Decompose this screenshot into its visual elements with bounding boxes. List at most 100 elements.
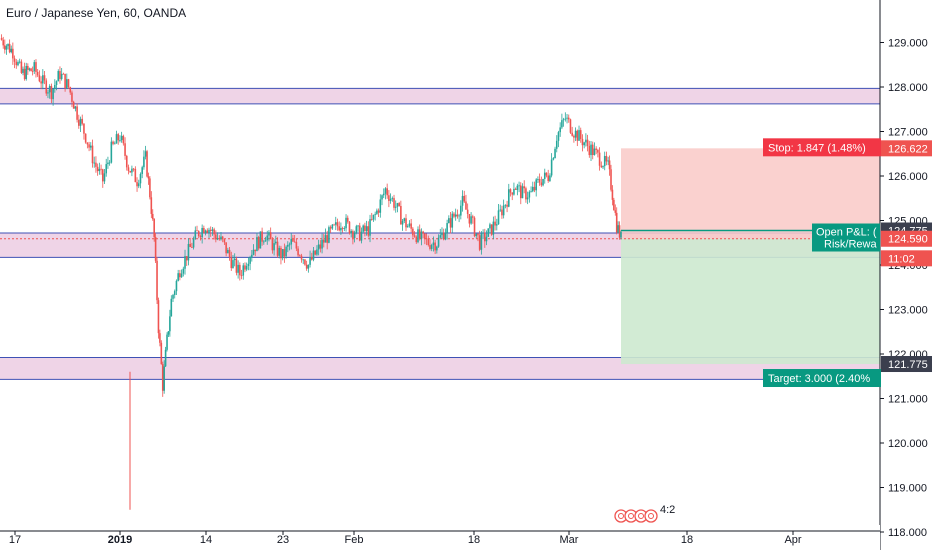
- candle-body: [388, 195, 390, 201]
- candle-body: [36, 71, 39, 76]
- candle-body: [561, 120, 563, 128]
- candle-body: [511, 192, 514, 195]
- time-tick-label: 23: [277, 534, 289, 546]
- candle-body: [487, 228, 490, 237]
- candle-body: [288, 244, 291, 246]
- candle-body: [84, 133, 87, 143]
- candle-body: [201, 228, 203, 238]
- candle-body: [20, 61, 23, 73]
- economic-event-icon: [644, 509, 658, 523]
- candle-body: [484, 232, 486, 242]
- candle-body: [353, 233, 356, 239]
- candle-body: [400, 205, 402, 225]
- candle-body: [321, 239, 323, 249]
- candle-body: [263, 241, 265, 243]
- candle-body: [444, 233, 447, 240]
- candle-body: [293, 241, 296, 243]
- candle-body: [103, 173, 106, 182]
- candle-body: [540, 182, 543, 186]
- candle-body: [57, 71, 60, 82]
- price-tick-label: 121.000: [888, 394, 928, 406]
- candle-body: [451, 213, 454, 228]
- candle-body: [358, 225, 361, 241]
- candle-body: [149, 178, 151, 198]
- candle-body: [608, 160, 611, 170]
- candle-body: [249, 257, 251, 264]
- candle-body: [33, 62, 36, 72]
- stop-label-bg: [763, 138, 881, 157]
- candle-body: [166, 334, 168, 350]
- candle-body: [96, 166, 99, 172]
- candle-body: [369, 219, 371, 236]
- candle-body: [4, 45, 6, 50]
- candle-body: [233, 258, 236, 261]
- candle-body: [576, 130, 579, 141]
- candle-body: [115, 134, 118, 144]
- sr-zone: [0, 88, 880, 104]
- time-tick-label: 18: [468, 534, 480, 546]
- price-badge: [881, 356, 932, 373]
- candle-body: [153, 218, 155, 237]
- candle-body: [394, 206, 397, 208]
- candle-body: [88, 144, 90, 148]
- time-tick-label: Apr: [784, 534, 801, 546]
- price-tick-label: 127.000: [888, 127, 928, 139]
- candle-body: [225, 242, 227, 254]
- economic-event-icon-inner: [648, 513, 654, 519]
- candle-body: [81, 118, 84, 124]
- candle-body: [379, 199, 382, 213]
- candle-body: [292, 238, 294, 242]
- candle-body: [143, 156, 145, 168]
- candle-body: [93, 162, 96, 164]
- candle-body: [364, 225, 366, 232]
- candle-body: [124, 143, 126, 156]
- candle-body: [408, 223, 411, 227]
- candle-body: [376, 210, 378, 214]
- candle-body: [173, 291, 176, 295]
- candle-body: [499, 209, 502, 211]
- candle-body: [477, 233, 479, 236]
- candle-body: [538, 179, 541, 183]
- candle-body: [64, 73, 66, 89]
- candle-body: [449, 218, 452, 228]
- price-tick-label: 126.000: [888, 171, 928, 183]
- candle-body: [328, 227, 330, 243]
- candle-body: [127, 167, 130, 171]
- candle-body: [413, 235, 416, 237]
- stop-label-text: Stop: 1.847 (1.48%): [768, 142, 866, 154]
- candle-body: [346, 217, 349, 222]
- candle-body: [314, 250, 317, 255]
- candle-body: [329, 227, 332, 229]
- candle-body: [322, 239, 325, 243]
- candle-body: [595, 148, 597, 150]
- candle-body: [187, 243, 190, 261]
- candle-body: [180, 273, 183, 278]
- candle-body: [256, 237, 258, 252]
- candle-body: [552, 158, 555, 160]
- candle-body: [139, 173, 142, 184]
- candle-body: [453, 213, 455, 217]
- candle-body: [156, 260, 158, 301]
- candle-body: [588, 146, 591, 156]
- time-tick-label: 17: [9, 534, 21, 546]
- candle-body: [25, 65, 28, 80]
- candle-body: [377, 210, 380, 213]
- candle-body: [211, 229, 214, 231]
- candle-body: [545, 172, 548, 176]
- candle-body: [571, 132, 573, 136]
- candle-body: [350, 230, 352, 234]
- candle-body: [27, 65, 29, 70]
- candle-body: [89, 145, 92, 148]
- candle-body: [422, 231, 424, 234]
- candle-body: [607, 160, 609, 162]
- candle-body: [76, 106, 78, 120]
- candle-body: [150, 197, 153, 214]
- candle-body: [15, 61, 18, 66]
- price-tick-label: 129.000: [888, 38, 928, 50]
- candle-body: [579, 130, 582, 139]
- candle-body: [537, 179, 539, 180]
- candle-body: [206, 230, 209, 233]
- candle-body: [227, 249, 229, 254]
